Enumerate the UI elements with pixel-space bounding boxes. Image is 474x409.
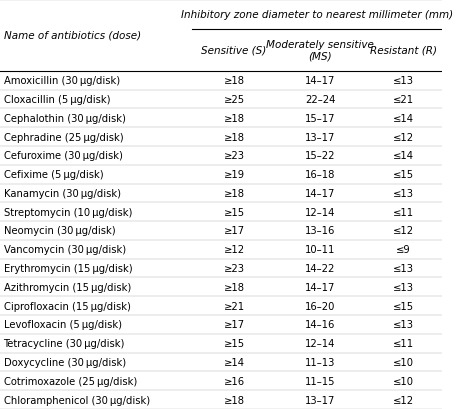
Text: ≤13: ≤13 <box>392 320 413 330</box>
Text: 11–13: 11–13 <box>305 357 336 367</box>
Text: ≥18: ≥18 <box>224 132 245 142</box>
Text: ≥14: ≥14 <box>224 357 245 367</box>
Text: 12–14: 12–14 <box>305 207 336 217</box>
Text: ≤15: ≤15 <box>392 301 414 311</box>
Text: Moderately sensitive
(MS): Moderately sensitive (MS) <box>266 40 374 61</box>
Text: ≥15: ≥15 <box>224 338 245 348</box>
Text: 10–11: 10–11 <box>305 245 336 255</box>
Text: 13–16: 13–16 <box>305 226 336 236</box>
Text: ≤13: ≤13 <box>392 263 413 273</box>
Text: Erythromycin (15 μg/disk): Erythromycin (15 μg/disk) <box>3 263 132 273</box>
Text: Name of antibiotics (dose): Name of antibiotics (dose) <box>3 31 141 41</box>
Text: ≤10: ≤10 <box>392 357 413 367</box>
Text: ≥23: ≥23 <box>224 151 245 161</box>
Text: Sensitive (S): Sensitive (S) <box>201 45 267 56</box>
Text: 14–17: 14–17 <box>305 282 336 292</box>
Text: 13–17: 13–17 <box>305 395 336 405</box>
Text: 14–17: 14–17 <box>305 76 336 86</box>
Text: Amoxicillin (30 μg/disk): Amoxicillin (30 μg/disk) <box>3 76 119 86</box>
Text: Inhibitory zone diameter to nearest millimeter (mm): Inhibitory zone diameter to nearest mill… <box>181 10 453 20</box>
Text: ≥15: ≥15 <box>224 207 245 217</box>
Text: ≥25: ≥25 <box>224 95 245 105</box>
Text: Azithromycin (15 μg/disk): Azithromycin (15 μg/disk) <box>3 282 131 292</box>
Text: Cefuroxime (30 μg/disk): Cefuroxime (30 μg/disk) <box>3 151 122 161</box>
Text: Cloxacillin (5 μg/disk): Cloxacillin (5 μg/disk) <box>3 95 110 105</box>
Text: 16–18: 16–18 <box>305 170 336 180</box>
Text: Chloramphenicol (30 μg/disk): Chloramphenicol (30 μg/disk) <box>3 395 150 405</box>
Text: ≤13: ≤13 <box>392 189 413 198</box>
Text: Cefixime (5 μg/disk): Cefixime (5 μg/disk) <box>3 170 103 180</box>
Text: Neomycin (30 μg/disk): Neomycin (30 μg/disk) <box>3 226 115 236</box>
Text: ≥19: ≥19 <box>224 170 245 180</box>
Text: ≤13: ≤13 <box>392 76 413 86</box>
Text: ≥17: ≥17 <box>224 320 245 330</box>
Text: Cephradine (25 μg/disk): Cephradine (25 μg/disk) <box>3 132 123 142</box>
Text: ≤11: ≤11 <box>392 338 414 348</box>
Text: ≥21: ≥21 <box>224 301 245 311</box>
Text: ≥23: ≥23 <box>224 263 245 273</box>
Text: ≤9: ≤9 <box>396 245 410 255</box>
Text: ≥16: ≥16 <box>224 376 245 386</box>
Text: Cephalothin (30 μg/disk): Cephalothin (30 μg/disk) <box>3 113 126 124</box>
Text: ≥18: ≥18 <box>224 113 245 124</box>
Text: Kanamycin (30 μg/disk): Kanamycin (30 μg/disk) <box>3 189 120 198</box>
Text: ≥12: ≥12 <box>224 245 245 255</box>
Text: 16–20: 16–20 <box>305 301 336 311</box>
Text: 15–17: 15–17 <box>305 113 336 124</box>
Text: Vancomycin (30 μg/disk): Vancomycin (30 μg/disk) <box>3 245 126 255</box>
Text: 14–22: 14–22 <box>305 263 336 273</box>
Text: Tetracycline (30 μg/disk): Tetracycline (30 μg/disk) <box>3 338 125 348</box>
Text: ≥18: ≥18 <box>224 76 245 86</box>
Text: ≥18: ≥18 <box>224 282 245 292</box>
Text: ≤11: ≤11 <box>392 207 414 217</box>
Text: ≤12: ≤12 <box>392 132 414 142</box>
Text: Cotrimoxazole (25 μg/disk): Cotrimoxazole (25 μg/disk) <box>3 376 137 386</box>
Text: ≤13: ≤13 <box>392 282 413 292</box>
Text: ≥18: ≥18 <box>224 395 245 405</box>
Text: 11–15: 11–15 <box>305 376 336 386</box>
Text: Levofloxacin (5 μg/disk): Levofloxacin (5 μg/disk) <box>3 320 121 330</box>
Text: 14–16: 14–16 <box>305 320 336 330</box>
Text: 13–17: 13–17 <box>305 132 336 142</box>
Text: ≤14: ≤14 <box>392 113 413 124</box>
Text: ≤12: ≤12 <box>392 395 414 405</box>
Text: ≥18: ≥18 <box>224 189 245 198</box>
Text: 12–14: 12–14 <box>305 338 336 348</box>
Text: Doxycycline (30 μg/disk): Doxycycline (30 μg/disk) <box>3 357 126 367</box>
Text: ≤15: ≤15 <box>392 170 414 180</box>
Text: Ciprofloxacin (15 μg/disk): Ciprofloxacin (15 μg/disk) <box>3 301 130 311</box>
Text: 22–24: 22–24 <box>305 95 336 105</box>
Text: 14–17: 14–17 <box>305 189 336 198</box>
Text: Streptomycin (10 μg/disk): Streptomycin (10 μg/disk) <box>3 207 132 217</box>
Text: ≤21: ≤21 <box>392 95 414 105</box>
Text: ≤10: ≤10 <box>392 376 413 386</box>
Text: ≥17: ≥17 <box>224 226 245 236</box>
Text: 15–22: 15–22 <box>305 151 336 161</box>
Text: Resistant (R): Resistant (R) <box>370 45 437 56</box>
Text: ≤12: ≤12 <box>392 226 414 236</box>
Text: ≤14: ≤14 <box>392 151 413 161</box>
